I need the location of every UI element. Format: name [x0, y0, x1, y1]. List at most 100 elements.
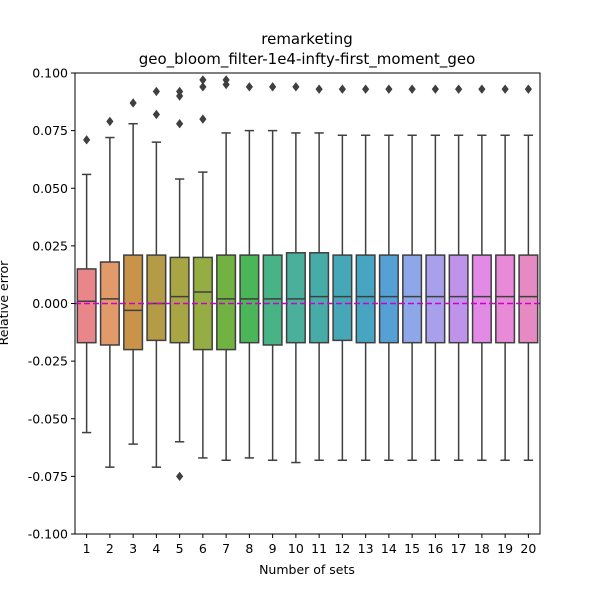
box-body [448, 254, 469, 344]
outlier-point [176, 471, 184, 482]
box-19 [495, 84, 516, 461]
box-body [425, 254, 446, 344]
outlier-point [385, 84, 393, 94]
x-tick-label: 8 [245, 541, 253, 556]
x-tick-label: 20 [520, 541, 536, 556]
outlier-point [501, 84, 509, 94]
box-body [518, 254, 539, 344]
box-8 [239, 82, 260, 459]
outlier-point [222, 75, 230, 85]
box-body [378, 254, 399, 344]
x-tick-label: 7 [222, 541, 230, 556]
x-tick-label: 3 [129, 541, 137, 556]
x-tick-label: 12 [334, 541, 350, 556]
outlier-point [338, 84, 346, 94]
box-body [169, 256, 190, 344]
chart-subtitle: geo_bloom_filter-1e4-infty-first_moment_… [139, 50, 476, 69]
y-axis-label: Relative error [0, 260, 11, 346]
y-tick-label: -0.100 [28, 527, 68, 542]
box-body [495, 254, 516, 344]
outlier-point [431, 84, 439, 94]
box-body [262, 254, 283, 346]
box-4 [146, 86, 167, 468]
box-13 [355, 84, 376, 461]
chart-title: remarketing [261, 30, 353, 48]
outlier-point [478, 84, 486, 94]
box-body [402, 254, 423, 344]
y-axis: -0.100 -0.075 -0.050 -0.025 0.000 0.025 0.050 0… [28, 66, 75, 542]
box-15 [402, 84, 423, 461]
box-body [355, 254, 376, 344]
box-2 [99, 116, 120, 468]
x-tick-label: 5 [176, 541, 184, 556]
x-tick-label: 4 [152, 541, 160, 556]
box-20 [518, 84, 539, 461]
box-6 [192, 75, 213, 459]
x-tick-label: 18 [474, 541, 490, 556]
x-axis: 1 2 3 4 5 6 7 8 9 10 11 12 13 14 15 16 17 18 19 20 [83, 534, 536, 556]
x-tick-label: 14 [381, 541, 397, 556]
box-1 [76, 135, 97, 434]
x-tick-label: 19 [497, 541, 513, 556]
x-axis-label: Number of sets [259, 562, 355, 577]
outlier-point [199, 75, 207, 85]
box-body [146, 254, 167, 342]
box-11 [309, 84, 330, 461]
outlier-point [408, 84, 416, 94]
outlier-point [362, 84, 370, 94]
plot-area [75, 75, 540, 482]
x-tick-label: 16 [427, 541, 443, 556]
outlier-point [129, 98, 137, 108]
box-body [123, 254, 144, 351]
y-tick-label: 0.100 [32, 66, 68, 81]
box-body [471, 254, 492, 344]
outlier-point [199, 114, 207, 124]
outlier-point [176, 86, 184, 97]
x-tick-label: 11 [311, 541, 327, 556]
outlier-point [269, 82, 277, 92]
y-tick-label: 0.025 [32, 238, 68, 253]
y-tick-label: 0.000 [32, 296, 68, 311]
x-tick-label: 2 [106, 541, 114, 556]
y-tick-label: -0.025 [28, 354, 68, 369]
outlier-point [83, 135, 91, 145]
x-tick-label: 10 [288, 541, 304, 556]
box-3 [123, 98, 144, 445]
axes-frame [74, 72, 541, 535]
outlier-point [199, 82, 207, 92]
x-tick-label: 13 [358, 541, 374, 556]
box-body [216, 254, 237, 351]
outlier-point [524, 84, 532, 94]
box-16 [425, 84, 446, 461]
box-14 [378, 84, 399, 461]
outlier-point [245, 82, 253, 92]
x-tick-label: 6 [199, 541, 207, 556]
y-tick-label: -0.050 [28, 411, 68, 426]
box-10 [285, 82, 306, 464]
outlier-point [152, 109, 160, 120]
box-12 [332, 84, 353, 461]
outlier-point [455, 84, 463, 94]
box-7 [216, 75, 237, 461]
outlier-point [315, 84, 323, 94]
box-9 [262, 82, 283, 461]
box-body [309, 252, 330, 344]
box-17 [448, 84, 469, 461]
y-tick-label: 0.050 [32, 181, 68, 196]
outlier-point [176, 119, 184, 129]
x-tick-label: 1 [83, 541, 91, 556]
box-body [285, 252, 306, 344]
y-tick-label: 0.075 [32, 123, 68, 138]
box-body [332, 254, 353, 342]
outlier-point [152, 86, 160, 97]
outlier-point [106, 116, 114, 127]
x-tick-label: 17 [451, 541, 467, 556]
x-tick-label: 9 [269, 541, 277, 556]
box-body [99, 261, 120, 346]
box-5 [169, 86, 190, 482]
outlier-point [292, 82, 300, 92]
y-tick-label: -0.075 [28, 469, 68, 484]
box-body [76, 268, 97, 344]
x-tick-label: 15 [404, 541, 420, 556]
